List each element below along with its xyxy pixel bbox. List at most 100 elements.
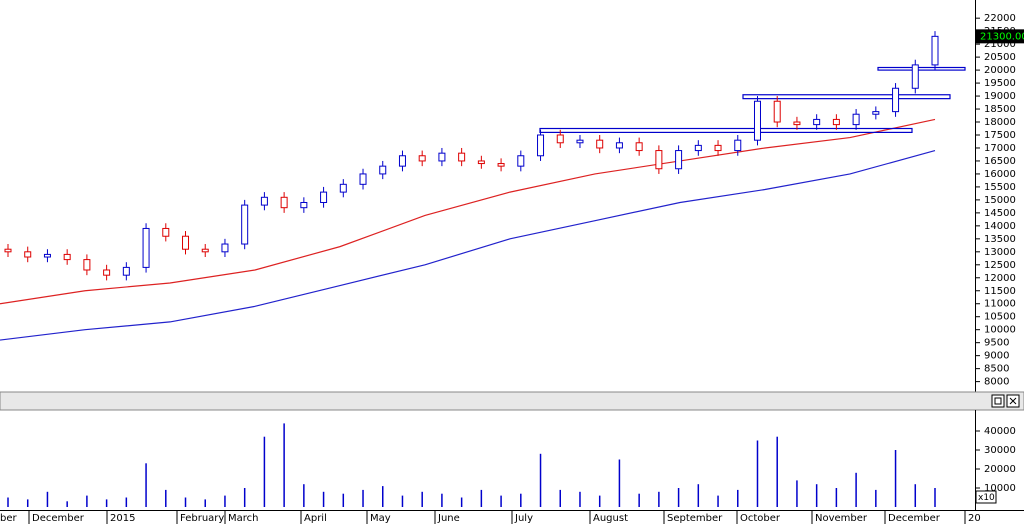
multiplier-box [975, 490, 997, 504]
x-tick-label: February [180, 513, 224, 524]
candle-body [398, 155, 406, 167]
y-tick-label: 16500 [984, 156, 1016, 167]
multiplier-label: x10 [978, 493, 995, 503]
range-box [877, 66, 966, 71]
volume-tick-label: 10000 [984, 483, 1016, 494]
y-tick-label: 12000 [984, 273, 1016, 284]
y-tick-label: 11000 [984, 299, 1016, 310]
y-tick-label: 8000 [984, 377, 1009, 388]
y-tick-label: 16000 [984, 169, 1016, 180]
y-tick-label: 9500 [984, 338, 1009, 349]
candle-body [300, 201, 308, 209]
candle-body [931, 35, 939, 66]
candle-body [4, 248, 12, 253]
candle-body [359, 173, 367, 185]
y-tick-label: 8500 [984, 364, 1009, 375]
moving-average [0, 149, 936, 341]
y-tick-label: 22000 [984, 13, 1016, 24]
y-tick-label: 15500 [984, 182, 1016, 193]
y-tick-label: 9000 [984, 351, 1009, 362]
y-tick-label: 13000 [984, 247, 1016, 258]
x-tick-label: June [437, 513, 460, 524]
last-price-label: 21300.00 [980, 31, 1024, 42]
candle-body [260, 196, 268, 206]
candle-body [142, 227, 150, 268]
x-tick-label: ber [0, 513, 18, 524]
candle-body [162, 227, 170, 237]
candle-body [320, 191, 328, 203]
x-tick-label: November [815, 513, 868, 524]
candle-body [438, 152, 446, 162]
candle-body [576, 139, 584, 144]
range-box [539, 127, 913, 133]
candle-body [675, 150, 683, 170]
x-tick-label: April [304, 513, 327, 524]
maximize-icon [994, 397, 1002, 405]
candle-body [63, 253, 71, 261]
x-tick-label: August [593, 513, 628, 524]
candle-body [537, 134, 545, 157]
candle-body [714, 144, 722, 152]
y-tick-label: 18000 [984, 117, 1016, 128]
x-tick-label: July [514, 513, 533, 524]
y-tick-label: 19000 [984, 91, 1016, 102]
x-tick-label: October [740, 513, 781, 524]
candle-body [734, 139, 742, 152]
candle-body [635, 142, 643, 152]
y-tick-label: 17500 [984, 130, 1016, 141]
y-tick-label: 18500 [984, 104, 1016, 115]
candle-body [201, 248, 209, 253]
y-tick-label: 17000 [984, 143, 1016, 154]
candle-body [83, 259, 91, 271]
candle-body [477, 160, 485, 165]
y-tick-label: 12500 [984, 260, 1016, 271]
volume-tick-label: 20000 [984, 464, 1016, 475]
candle-body [379, 165, 387, 175]
candle-body [418, 155, 426, 162]
x-tick-label: March [228, 513, 258, 524]
candle-body [182, 235, 190, 250]
candle-body [24, 251, 32, 258]
y-tick-label: 13500 [984, 234, 1016, 245]
y-tick-label: 11500 [984, 286, 1016, 297]
candle-body [911, 64, 919, 89]
candle-body [793, 121, 801, 126]
candle-body [122, 266, 130, 276]
candle-body [43, 253, 51, 258]
candle-body [103, 269, 111, 276]
maximize-button[interactable] [991, 394, 1005, 408]
candle-body [655, 150, 663, 170]
y-tick-label: 21000 [984, 39, 1016, 50]
moving-average [0, 118, 936, 305]
y-tick-label: 19500 [984, 78, 1016, 89]
volume-tick-label: 40000 [984, 426, 1016, 437]
candle-body [497, 163, 505, 167]
y-tick-label: 15000 [984, 195, 1016, 206]
candle-body [458, 152, 466, 162]
last-price-box [976, 29, 1024, 44]
candle-body [339, 183, 347, 193]
x-tick-label: 2015 [110, 513, 135, 524]
y-tick-label: 20500 [984, 52, 1016, 63]
candle-body [241, 204, 249, 245]
y-tick-label: 20000 [984, 65, 1016, 76]
candle-body [773, 100, 781, 123]
x-tick-label: 20 [968, 513, 981, 524]
candle-body [280, 196, 288, 209]
candle-body [596, 139, 604, 149]
candle-body [615, 142, 623, 149]
candle-body [694, 144, 702, 152]
candle-body [872, 111, 880, 115]
candle-body [753, 100, 761, 141]
candle-body [517, 155, 525, 167]
x-tick-label: September [667, 513, 723, 524]
range-box [742, 94, 951, 100]
y-tick-label: 14500 [984, 208, 1016, 219]
x-tick-label: December [888, 513, 941, 524]
x-tick-label: December [32, 513, 85, 524]
candle-body [813, 118, 821, 126]
close-icon [1009, 397, 1017, 405]
